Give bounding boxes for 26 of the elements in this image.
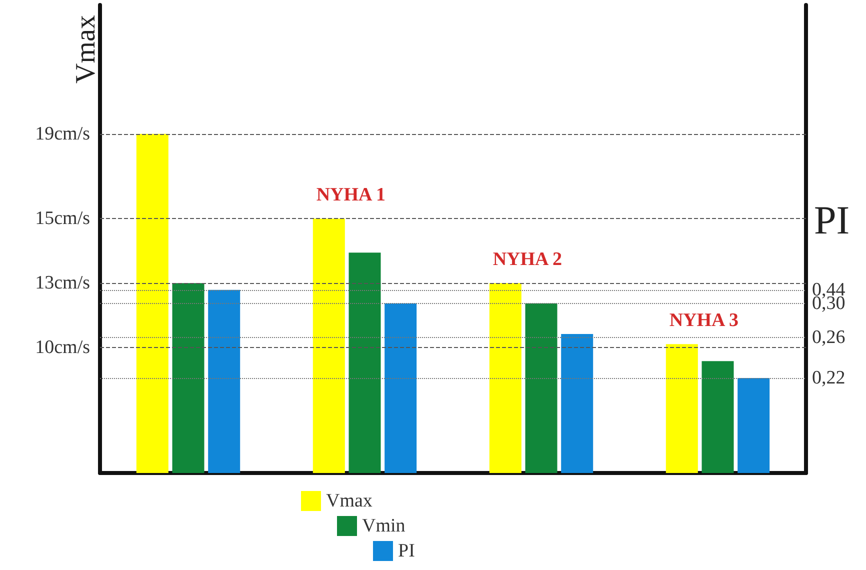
bar — [525, 303, 558, 473]
text: 0,26 — [812, 326, 846, 348]
text: 0,22 — [812, 368, 846, 389]
legend-label: Vmin — [362, 516, 406, 536]
legend-label: PI — [398, 540, 415, 562]
text: 10cm/s — [35, 337, 90, 358]
x-tick-label: NYHA 2 — [492, 249, 562, 270]
bar — [738, 378, 770, 473]
text: 13cm/s — [35, 272, 90, 294]
bar — [136, 134, 168, 473]
bar — [702, 361, 734, 473]
bar — [384, 303, 417, 473]
bar — [348, 252, 381, 473]
text: 15cm/s — [35, 208, 90, 230]
legend-label: Vmax — [326, 490, 373, 512]
text: 19cm/s — [35, 123, 90, 144]
y-axis-title: Vmax — [70, 15, 102, 84]
y2-axis-title: PI — [814, 198, 850, 242]
bar — [208, 290, 240, 473]
x-tick-label: NYHA 3 — [669, 310, 738, 332]
bar — [172, 283, 204, 473]
bar — [489, 283, 522, 473]
x-tick-label: NYHA 1 — [316, 184, 386, 206]
bar — [312, 218, 345, 473]
bar — [561, 334, 594, 473]
bar — [666, 344, 698, 473]
